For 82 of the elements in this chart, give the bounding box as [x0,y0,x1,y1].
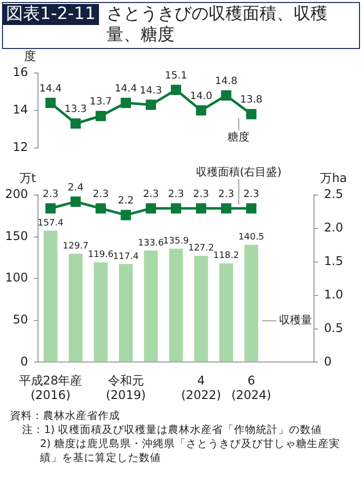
data-label: 133.6 [138,238,164,248]
data-label: 14.4 [39,84,62,95]
point [221,203,232,214]
point [146,203,156,214]
data-label: 2.4 [68,182,84,194]
data-label: 140.5 [238,232,264,243]
y2-tick-label: 1.5 [324,254,344,268]
data-label: 14.4 [114,84,137,95]
data-label: 2.3 [142,188,159,200]
text: 収穫面積(右目盛) [196,165,282,178]
point [221,90,232,101]
y2-tick-label: 1.0 [324,287,344,302]
y-tick-label: 50 [12,312,28,327]
y-axis-title: 度 [24,49,36,64]
y2-tick-label: 0.5 [324,320,344,335]
chart-title: 図表1-2-11 さとうきびの収穫面積、収穫量、糖度 [5,4,329,46]
y2-tick-label: 2.0 [324,220,344,235]
data-label: 2.2 [118,196,134,207]
data-label: 129.7 [62,242,89,252]
data-label: 15.1 [164,70,188,82]
text: 注：1) 収穫面積及び収穫量は農林水産省「作物統計」の数値 [21,423,324,437]
y2-axis-title: 万ha [320,171,347,186]
point [246,109,256,120]
point [45,203,56,214]
data-label: 2.3 [168,188,184,200]
bar [194,256,208,362]
data-label: 117.4 [112,252,139,262]
point [96,203,106,214]
data-label: 2.3 [218,188,234,200]
data-label: 2.3 [42,188,58,200]
bar [144,250,158,362]
point [120,98,131,108]
point [170,84,182,95]
text: 資料：農林水産省作成 [10,409,121,423]
bar [68,254,83,362]
data-label: 13.7 [90,96,112,108]
data-label: 2.3 [92,188,109,200]
x-tick-label: 令和元 (2019) [106,374,146,402]
bar [244,244,258,362]
data-label: 2.3 [193,188,210,200]
y2-tick-label: 0 [324,354,332,368]
point [170,203,182,214]
point [70,196,81,207]
point [70,118,81,129]
y-tick-label: 12 [12,140,28,154]
y-axis-title: 万t [19,171,36,186]
y-tick-label: 100 [5,270,28,285]
point [45,98,56,108]
data-label: 14.3 [140,85,162,96]
y-tick-label: 0 [20,354,28,368]
data-label: 13.8 [240,94,262,106]
y-tick-label: 150 [5,228,28,243]
x-tick-label: 6 (2024) [231,374,272,402]
point [196,105,206,116]
point [146,100,156,110]
data-label: 118.2 [213,251,240,262]
bar [118,264,133,362]
point [96,110,106,122]
series-label: 収穫量 [279,314,312,327]
bar [94,262,108,362]
point [120,210,131,220]
data-label: 157.4 [38,218,64,228]
data-label: 119.6 [88,250,114,260]
x-tick-label: 4 (2022) [181,374,222,402]
point [246,203,256,214]
text: 2) 糖度は鹿児島県・沖縄県「さとうきび及び甘しゃ糖生産実績」を基に算定した数値 [39,437,342,465]
data-label: 14.0 [190,90,212,102]
y2-tick-label: 2.5 [324,187,344,202]
bar [169,248,183,362]
data-label: 135.9 [163,236,190,246]
series-label: 糖度 [228,130,250,144]
data-label: 127.2 [188,244,214,254]
point [196,203,206,214]
x-tick-label: 平成28年産 (2016) [18,374,82,402]
y-tick-label: 200 [5,187,28,202]
bar [219,263,234,362]
y-tick-label: 14 [12,102,28,117]
y-tick-label: 16 [12,65,28,80]
data-label: 13.3 [64,104,87,116]
data-label: 14.8 [215,76,238,88]
data-label: 2.3 [243,188,260,200]
bar [44,230,58,362]
